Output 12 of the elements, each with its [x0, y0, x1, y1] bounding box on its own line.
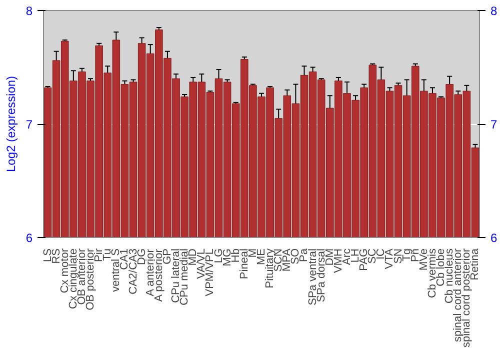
- y-tick-label: 7: [26, 118, 33, 132]
- y2-tick-label: 6: [490, 231, 498, 245]
- y-tick-label: 6: [26, 231, 33, 245]
- x-tick-label: RS: [50, 248, 62, 264]
- x-tick-label: Tg: [400, 248, 413, 262]
- x-tick-label: Retina: [469, 248, 482, 280]
- x-tick-label: A posterior: [152, 248, 165, 302]
- y2-tick-label: 7: [490, 118, 498, 132]
- y-axis-title: Log2 (expression): [4, 76, 18, 172]
- y-tick-label: 8: [26, 4, 33, 18]
- x-tick-label: OB posterior: [84, 248, 97, 310]
- y2-tick-label: 8: [490, 4, 498, 18]
